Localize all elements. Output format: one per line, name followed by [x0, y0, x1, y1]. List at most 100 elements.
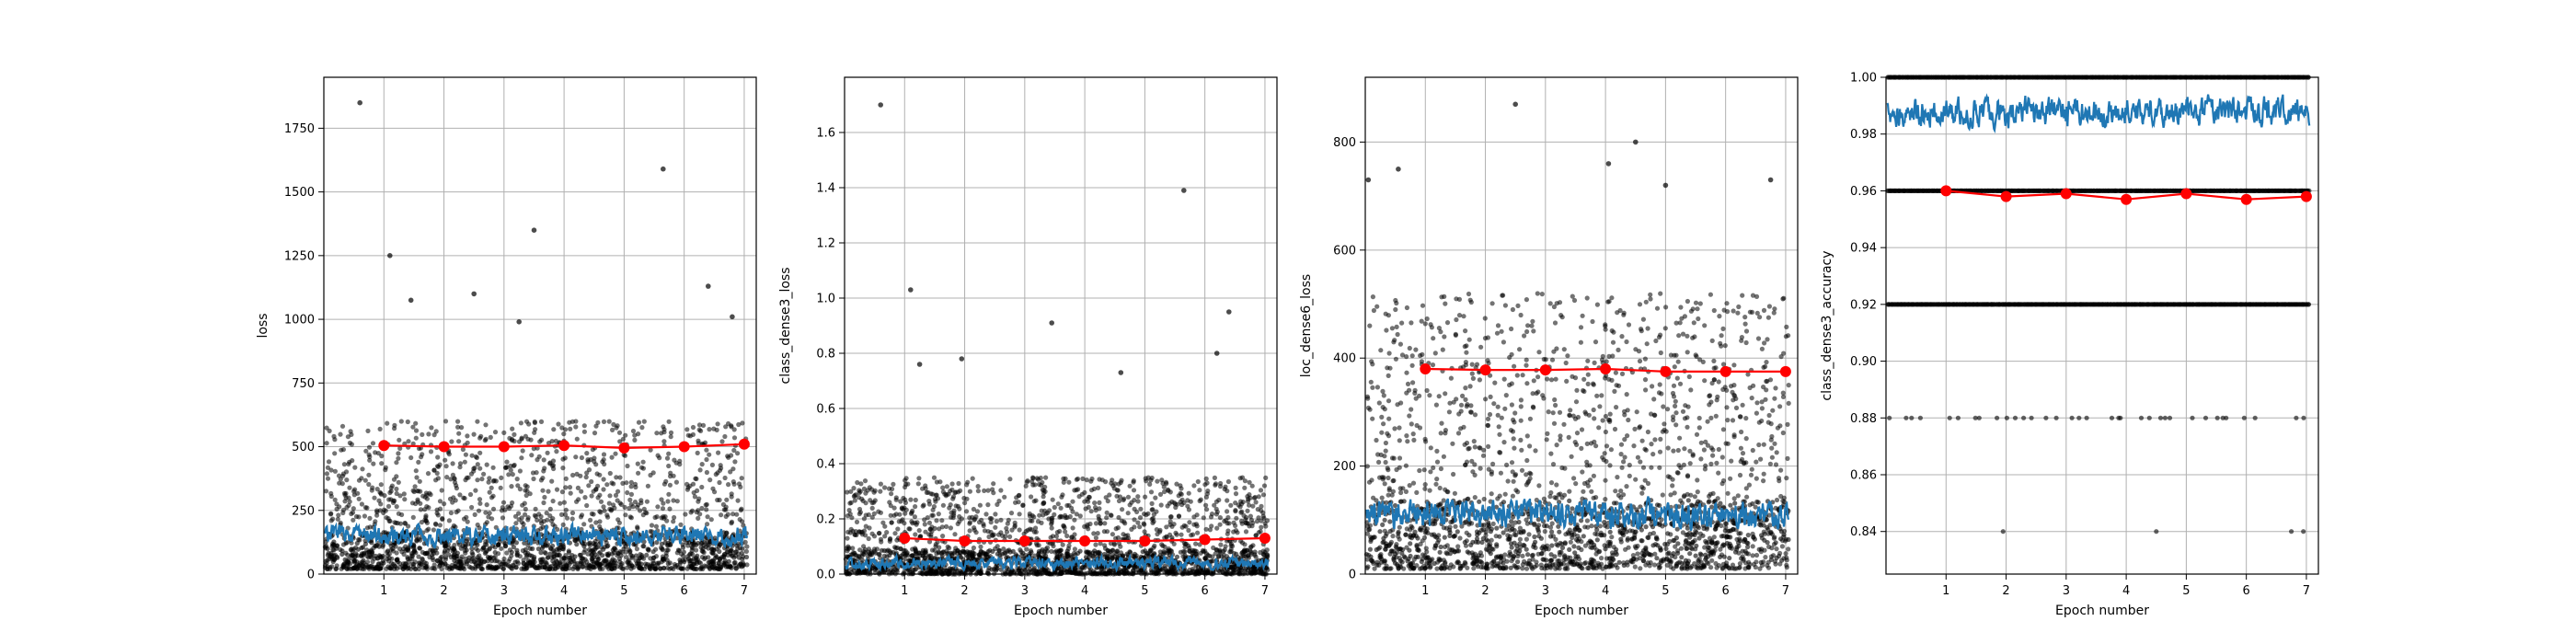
loc-loss-scatter-point — [1643, 299, 1649, 305]
loc-loss-scatter-point — [1592, 360, 1597, 365]
loss-scatter-point — [532, 420, 538, 426]
loss-scatter-point — [592, 431, 598, 436]
loss-scatter-point — [740, 557, 745, 562]
loss-scatter-point — [427, 490, 432, 496]
loss-scatter-point — [568, 490, 573, 496]
class-loss-scatter-point — [909, 510, 914, 515]
class-loss-scatter-point — [1039, 508, 1044, 513]
loss-scatter-point — [443, 419, 449, 424]
class-loss-scatter-point — [1178, 483, 1183, 489]
class-loss-scatter-point — [848, 489, 854, 494]
loss-scatter-point — [332, 497, 338, 502]
class-loss-scatter-point — [996, 499, 1002, 504]
loss-scatter-point — [351, 517, 356, 523]
loc-loss-scatter-point — [1724, 301, 1730, 306]
class-loss-scatter-point — [922, 522, 927, 527]
loss-scatter-point — [561, 556, 567, 561]
loss-scatter-point — [447, 566, 453, 572]
loss-scatter-point — [598, 499, 604, 504]
class-loss-scatter-point — [1256, 530, 1261, 535]
loss-scatter-point — [469, 566, 476, 571]
loss-scatter-point — [420, 431, 425, 437]
loc-loss-scatter-point — [1504, 462, 1510, 467]
class-loss-scatter-point — [963, 509, 970, 514]
loss-scatter-point — [574, 436, 580, 442]
loss-scatter-point — [635, 461, 640, 466]
loss-scatter-point — [378, 490, 384, 496]
class-loss-scatter-point — [1089, 476, 1095, 482]
loss-scatter-point — [373, 450, 378, 455]
class-loss-scatter-point — [1179, 497, 1185, 502]
class-loss-scatter-point — [949, 481, 955, 487]
loss-scatter-point — [483, 539, 489, 545]
loss-outlier-point — [661, 166, 666, 172]
class-loss-scatter-point — [937, 545, 942, 550]
loss-scatter-point — [477, 450, 483, 455]
loss-scatter-point — [445, 450, 451, 455]
loss-scatter-point — [343, 540, 349, 546]
loss-scatter-point — [366, 444, 373, 450]
loss-scatter-point — [681, 553, 686, 559]
loc-loss-scatter-point — [1505, 478, 1511, 484]
class-loss-scatter-point — [1263, 475, 1269, 481]
loss-scatter-point — [359, 553, 364, 558]
class-loss-scatter-point — [912, 514, 918, 520]
class-loss-outlier-point — [1213, 351, 1220, 356]
class-loss-scatter-point — [934, 479, 940, 485]
loss-scatter-point — [434, 470, 440, 476]
loc-loss-scatter-point — [1403, 463, 1409, 468]
class-loss-scatter-point — [1105, 547, 1110, 553]
loss-scatter-point — [507, 557, 512, 562]
class-loss-scatter-point — [1149, 500, 1155, 507]
class-loss-scatter-point — [942, 491, 948, 497]
class-loss-scatter-point — [1096, 513, 1101, 519]
loss-scatter-point — [500, 500, 507, 505]
loss-scatter-point — [383, 465, 388, 470]
loss-scatter-point — [652, 514, 658, 521]
loss-scatter-point — [534, 469, 539, 476]
class-loss-scatter-point — [1127, 483, 1133, 489]
class-loss-scatter-point — [1058, 547, 1064, 553]
loss-scatter-point — [531, 476, 536, 482]
class-loss-scatter-point — [1252, 494, 1258, 500]
loss-scatter-point — [564, 515, 570, 521]
loss-scatter-point — [420, 561, 425, 567]
loss-scatter-point — [659, 431, 664, 436]
loss-scatter-point — [458, 557, 464, 562]
class-loss-scatter-point — [882, 534, 888, 539]
class-loss-scatter-point — [1020, 556, 1026, 561]
loss-scatter-point — [477, 500, 483, 506]
class-loss-outlier-point — [878, 102, 883, 108]
loss-scatter-point — [467, 491, 474, 498]
loss-scatter-point — [388, 485, 394, 490]
class-loss-scatter-point — [852, 550, 857, 557]
loss-scatter-point — [339, 548, 345, 554]
class-loss-scatter-point — [985, 502, 991, 508]
class-loss-scatter-point — [1167, 514, 1174, 520]
loss-scatter-point — [381, 560, 386, 566]
loss-scatter-point — [472, 512, 477, 518]
loss-scatter-point — [627, 505, 632, 512]
loss-scatter-point — [506, 472, 512, 477]
loss-scatter-point — [597, 509, 603, 514]
class-loss-scatter-point — [1242, 485, 1248, 490]
loss-scatter-point — [416, 459, 421, 465]
loss-scatter-point — [489, 555, 494, 560]
loss-scatter-point — [527, 546, 533, 551]
class-loss-scatter-point — [913, 497, 918, 503]
loc-loss-scatter-point — [1477, 377, 1482, 383]
loss-scatter-point — [500, 561, 507, 567]
class-loss-outlier-point — [1118, 370, 1124, 375]
class-loss-scatter-point — [981, 551, 986, 557]
loss-scatter-point — [509, 549, 514, 555]
loc-loss-scatter-point — [1603, 497, 1608, 502]
loss-scatter-point — [468, 504, 475, 511]
class-loss-scatter-point — [940, 485, 946, 490]
loss-scatter-point — [739, 476, 744, 481]
class-loss-scatter-point — [1027, 513, 1032, 519]
loss-scatter-point — [547, 506, 553, 512]
loss-scatter-point — [640, 459, 646, 465]
class-loss-scatter-point — [1023, 529, 1029, 535]
loss-scatter-point — [396, 455, 401, 461]
